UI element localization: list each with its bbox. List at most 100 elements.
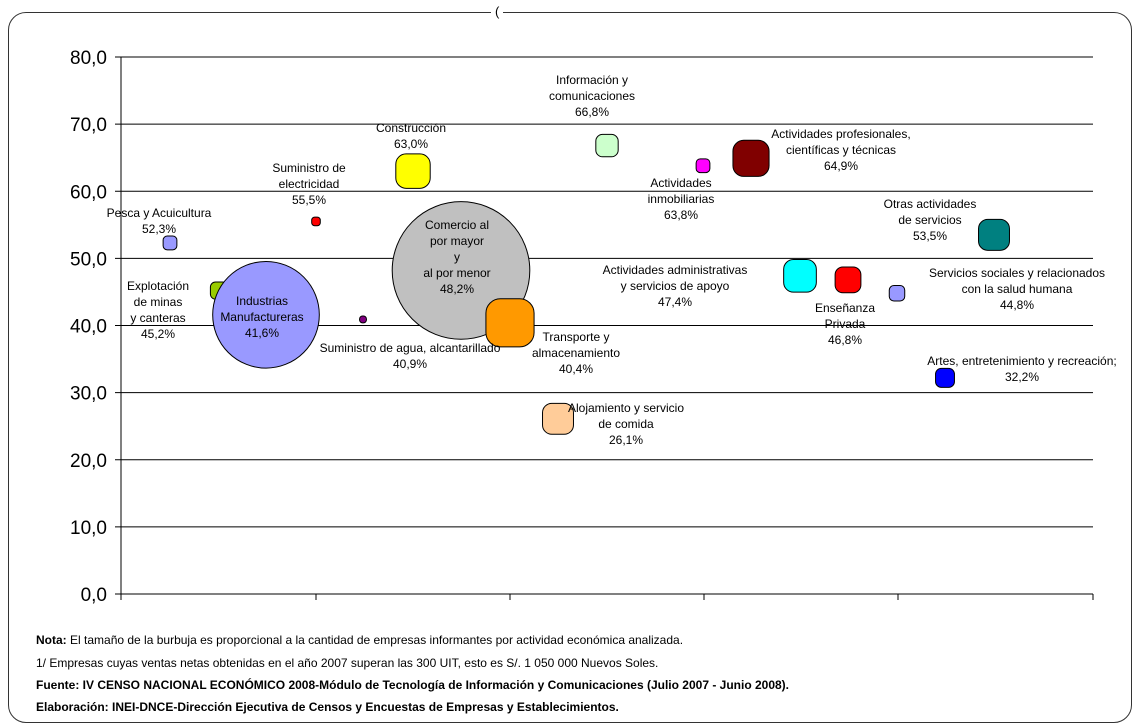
bubble-label: Actividades administrativas y servicios d… (603, 263, 748, 309)
bubble-label-line: 46,8% (828, 333, 862, 347)
source-line: Fuente: IV CENSO NACIONAL ECONÓMICO 2008… (36, 675, 789, 695)
y-tick-label: 80,0 (70, 48, 107, 69)
bubble-label: Suministro de agua, alcantarillado 40,9% (320, 341, 501, 371)
bubble-label-line: 32,2% (1005, 370, 1039, 384)
bubble-label-line: Alojamiento y servicio (568, 401, 684, 415)
bubble-label: Transporte y almacenamiento 40,4% (532, 330, 620, 376)
elaboration-text: Elaboración: INEI-DNCE-Dirección Ejecuti… (36, 700, 619, 714)
bubble (595, 133, 619, 158)
bubble-label: Comercio al por mayor y al por menor 48,2% (423, 218, 490, 296)
note-text: El tamaño de la burbuja es proporcional … (66, 633, 684, 647)
bubble-label-line: Transporte y (543, 330, 610, 344)
bubble-label-line: Privada (825, 317, 866, 331)
bubble (834, 266, 862, 294)
bubble-label-line: Suministro de (272, 161, 346, 175)
bubble-label-line: Industrias (236, 294, 288, 308)
y-tick-label: 50,0 (70, 249, 107, 270)
source-text: Fuente: IV CENSO NACIONAL ECONÓMICO 2008… (36, 678, 790, 692)
gridlines (121, 56, 1093, 528)
bubble-label-line: Actividades profesionales, (771, 127, 910, 141)
bubble-label-line: Comercio al (425, 218, 489, 232)
bubble (162, 235, 178, 251)
bubble (395, 153, 431, 189)
note-label: Nota: (36, 633, 67, 647)
bubble-label-line: 41,6% (245, 326, 279, 340)
y-tick-label: 40,0 (70, 317, 107, 338)
bubble-label-line: Pesca y Acuicultura (107, 206, 212, 220)
bubble (732, 139, 770, 177)
footnote-1: 1/ Empresas cuyas ventas netas obtenidas… (36, 656, 659, 670)
bubble-label: Explotación de minas y canteras 45,2% (127, 279, 189, 341)
bubble-label-line: 45,2% (141, 327, 175, 341)
bubble (695, 158, 711, 174)
bubble-label: Industrias Manufactureras 41,6% (220, 294, 303, 340)
bubble-label: Enseñanza Privada 46,8% (815, 301, 875, 347)
bubble-label: Pesca y Acuicultura 52,3% (107, 206, 212, 236)
bubble-label-line: electricidad (279, 177, 340, 191)
bubble-label-line: 40,9% (393, 357, 427, 371)
bubble-label-line: Actividades (650, 176, 711, 190)
bubble-label-line: Información y (556, 73, 628, 87)
bubble-label-line: Explotación (127, 279, 189, 293)
bubble-label-line: 53,5% (913, 229, 947, 243)
bubble-label: Suministro de electricidad 55,5% (272, 161, 346, 207)
bubble-label-line: al por menor (423, 266, 490, 280)
bubble-label-line: inmobiliarias (648, 192, 715, 206)
bubble (311, 216, 321, 227)
bubble (542, 402, 574, 435)
bubble-label-line: 48,2% (440, 282, 474, 296)
bubble-label-line: 26,1% (609, 433, 643, 447)
bubble-label-line: 40,4% (559, 362, 593, 376)
y-tick-label: 0,0 (81, 585, 107, 606)
bubble-label-line: 63,8% (664, 208, 698, 222)
bubble-label-line: Construcción (376, 121, 446, 135)
bubble-label-line: 66,8% (575, 105, 609, 119)
bubble-label-line: con la salud humana (962, 282, 1073, 296)
bubble-label-line: Actividades administrativas (603, 263, 748, 277)
bubble-label: Construcción 63,0% (376, 121, 446, 151)
bubble-label-line: Enseñanza (815, 301, 875, 315)
bubble (485, 298, 535, 348)
y-tick-label: 60,0 (70, 182, 107, 203)
elaboration-line: Elaboración: INEI-DNCE-Dirección Ejecuti… (36, 697, 619, 717)
title-fragment: ( (491, 4, 504, 19)
bubble-label-line: y (454, 250, 460, 264)
bubbles (162, 133, 1010, 435)
bubble-label-line: Artes, entretenimiento y recreación; (927, 354, 1116, 368)
bubble-label-line: Suministro de agua, alcantarillado (320, 341, 501, 355)
bubble-label-line: de minas (134, 295, 183, 309)
bubble (888, 285, 906, 302)
bubble-label-line: 63,0% (394, 137, 428, 151)
bubble-label-line: de comida (598, 417, 654, 431)
bubble-label-line: científicas y técnicas (786, 143, 896, 157)
bubble-label: Actividades profesionales, científicas y … (771, 127, 910, 173)
bubble-label-line: y servicios de apoyo (621, 279, 730, 293)
note-line: Nota: El tamaño de la burbuja es proporc… (36, 630, 683, 650)
bubble (359, 315, 367, 324)
y-tick-label: 10,0 (70, 518, 107, 539)
bubble (935, 367, 955, 388)
bubble-label-line: 47,4% (658, 295, 692, 309)
chart-frame: ( (8, 4, 1132, 723)
bubble-label-line: 52,3% (142, 222, 176, 236)
y-tick-label: 20,0 (70, 451, 107, 472)
bubble-labels: Pesca y Acuicultura 52,3% Explotación de mi… (107, 73, 1117, 447)
bubble-label: Otras actividades de servicios 53,5% (884, 197, 977, 243)
bubble (212, 260, 320, 369)
bubble-label-line: comunicaciones (549, 89, 635, 103)
bubble (978, 218, 1010, 251)
y-tick-label: 30,0 (70, 384, 107, 405)
bubble-label-line: 44,8% (1000, 298, 1034, 312)
bubble-label-line: almacenamiento (532, 346, 620, 360)
bubble-label-line: y canteras (130, 311, 185, 325)
bubble-label-line: Servicios sociales y relacionados (929, 266, 1105, 280)
axes: 0,0 10,0 20,0 30,0 40,0 50,0 60,0 70,0 80,0 (70, 48, 1094, 606)
bubble-label-line: Otras actividades (884, 197, 977, 211)
bubble-label-line: por mayor (430, 234, 484, 248)
bubble-label: Actividades inmobiliarias 63,8% (648, 176, 715, 222)
bubble-label-line: Manufactureras (220, 310, 303, 324)
bubble-label-line: 64,9% (824, 159, 858, 173)
bubble-label-line: de servicios (898, 213, 961, 227)
bubble-label: Artes, entretenimiento y recreación; 32,2… (927, 354, 1116, 384)
